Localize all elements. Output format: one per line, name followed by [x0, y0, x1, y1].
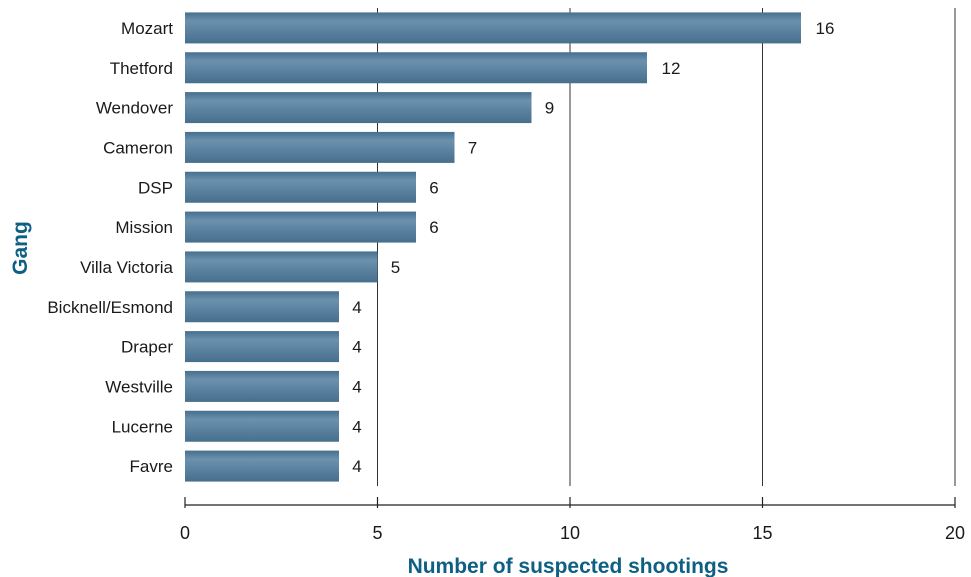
x-tick-label: 5	[372, 523, 382, 543]
category-label: Mission	[115, 218, 173, 237]
bar-lucerne	[185, 410, 339, 442]
category-label: Favre	[130, 457, 173, 476]
bar-villa-victoria	[185, 251, 378, 283]
category-labels: Mozart Thetford Wendover Cameron DSP Mission V…	[47, 19, 173, 476]
category-label: Mozart	[121, 19, 173, 38]
bar-dsp	[185, 171, 416, 203]
bars	[185, 12, 801, 482]
data-label: 6	[429, 178, 438, 197]
category-label: Wendover	[96, 99, 174, 118]
category-label: Draper	[121, 338, 173, 357]
bar-favre	[185, 450, 339, 482]
data-label: 6	[429, 218, 438, 237]
data-label: 4	[352, 338, 361, 357]
x-tick-label: 15	[752, 523, 772, 543]
category-label: Westville	[105, 377, 173, 396]
bar-draper	[185, 331, 339, 363]
y-axis-title: Gang	[9, 221, 32, 275]
x-axis: 0 5 10 15 20	[180, 497, 965, 543]
x-tick-label: 10	[560, 523, 580, 543]
bar-cameron	[185, 131, 455, 163]
data-label: 5	[391, 258, 400, 277]
data-label: 16	[816, 19, 835, 38]
bar-bicknell-esmond	[185, 291, 339, 323]
data-label: 7	[468, 138, 477, 157]
category-label: Cameron	[103, 138, 173, 157]
data-label: 9	[545, 99, 554, 118]
category-label: Villa Victoria	[80, 258, 173, 277]
x-tick-label: 0	[180, 523, 190, 543]
category-label: Bicknell/Esmond	[47, 298, 173, 317]
data-label: 4	[352, 417, 361, 436]
bar-mozart	[185, 12, 801, 44]
data-labels: 16 12 9 7 6 6 5 4 4 4 4 4	[352, 19, 834, 476]
data-label: 4	[352, 298, 361, 317]
bar-thetford	[185, 52, 647, 84]
data-label: 4	[352, 377, 361, 396]
bar-westville	[185, 370, 339, 402]
category-label: DSP	[138, 178, 173, 197]
category-label: Lucerne	[112, 417, 173, 436]
bar-wendover	[185, 92, 532, 124]
data-label: 4	[352, 457, 361, 476]
gridlines	[377, 8, 956, 486]
x-axis-title: Number of suspected shootings	[408, 555, 729, 577]
x-tick-label: 20	[945, 523, 965, 543]
bar-mission	[185, 211, 416, 243]
category-label: Thetford	[110, 59, 173, 78]
data-label: 12	[662, 59, 681, 78]
